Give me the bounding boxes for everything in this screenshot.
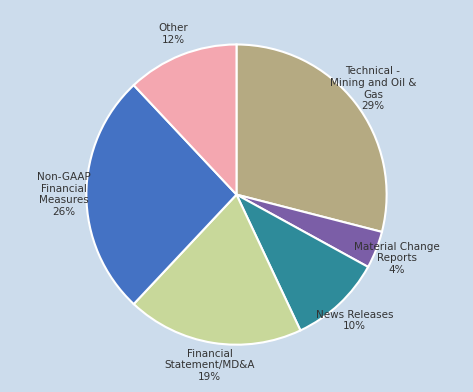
Text: Other
12%: Other 12% (158, 23, 188, 45)
Text: Non-GAAP
Financial
Measures
26%: Non-GAAP Financial Measures 26% (37, 172, 91, 217)
Text: Technical -
Mining and Oil &
Gas
29%: Technical - Mining and Oil & Gas 29% (330, 66, 416, 111)
Wedge shape (134, 194, 300, 345)
Wedge shape (236, 44, 386, 232)
Wedge shape (236, 194, 382, 267)
Wedge shape (87, 85, 236, 304)
Text: News Releases
10%: News Releases 10% (316, 310, 394, 331)
Text: Financial
Statement/MD&A
19%: Financial Statement/MD&A 19% (164, 348, 255, 382)
Wedge shape (236, 194, 368, 330)
Text: Material Change
Reports
4%: Material Change Reports 4% (354, 241, 440, 275)
Wedge shape (134, 44, 236, 194)
